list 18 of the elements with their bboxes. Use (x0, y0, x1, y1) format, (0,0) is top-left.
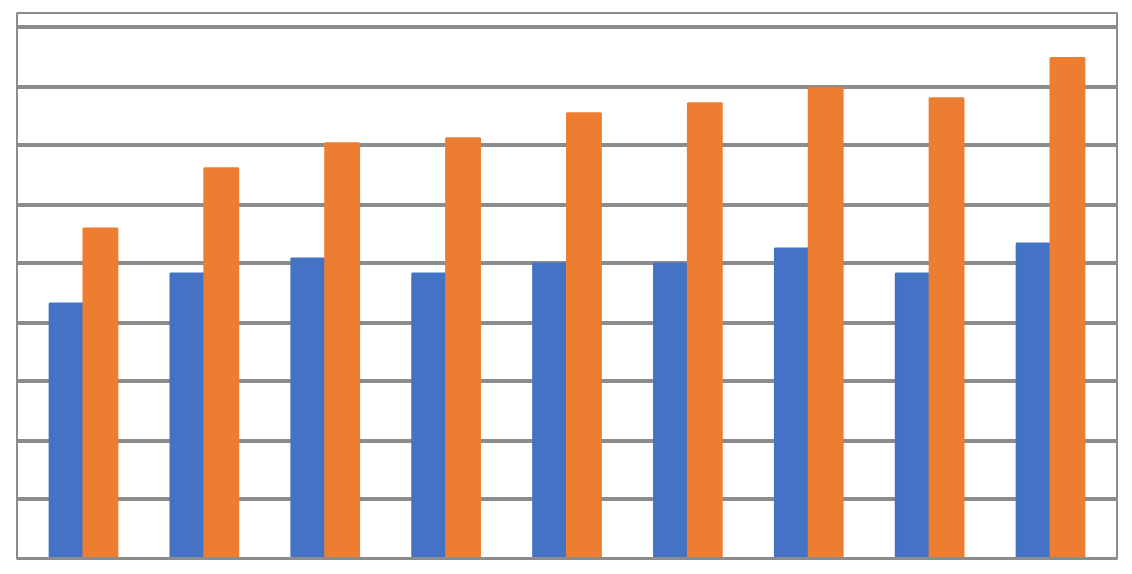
bar (169, 272, 206, 559)
bar (411, 272, 448, 559)
bar (566, 112, 602, 559)
bar (807, 87, 844, 559)
bar (928, 97, 965, 559)
bar (1015, 242, 1052, 559)
bar (324, 142, 361, 559)
bar (686, 102, 723, 559)
bar (1049, 57, 1086, 559)
bar (894, 272, 931, 559)
bar (445, 137, 481, 559)
bar (653, 262, 689, 559)
bar (290, 257, 327, 559)
bar (203, 167, 240, 559)
bar (773, 247, 810, 559)
bar (82, 227, 119, 559)
bar (532, 262, 568, 559)
bar (48, 302, 85, 559)
